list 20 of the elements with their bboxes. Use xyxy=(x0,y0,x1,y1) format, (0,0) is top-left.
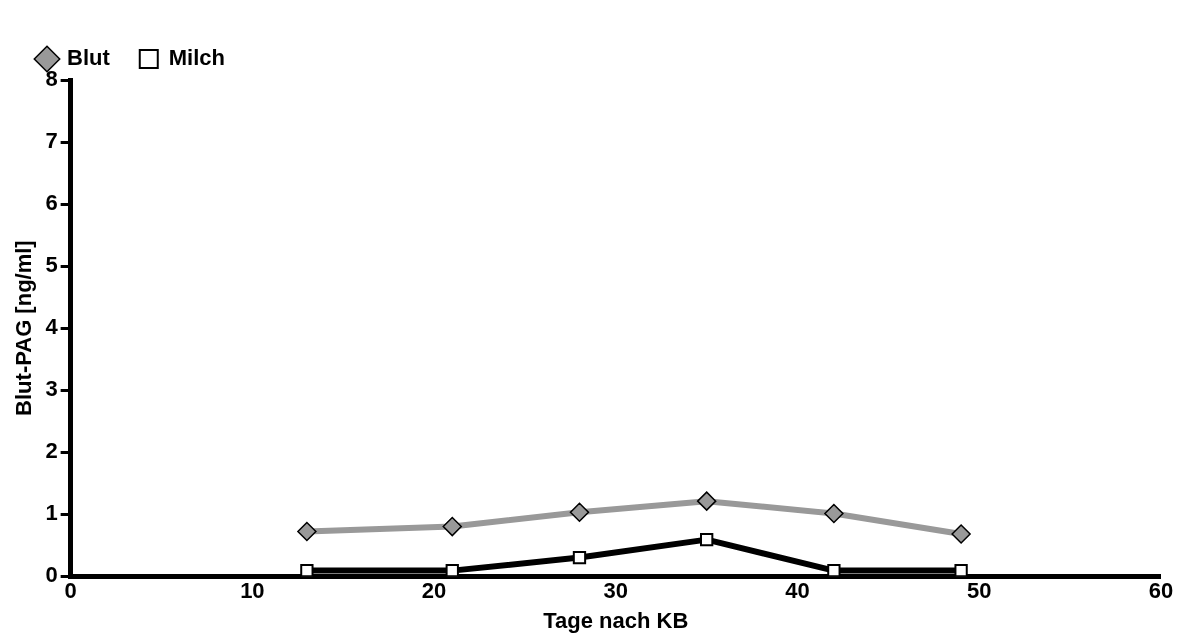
y-axis-title: Blut-PAG [ng/ml] xyxy=(11,240,37,416)
y-tick-label: 0 xyxy=(45,562,58,588)
legend-label: Blut xyxy=(67,45,111,71)
y-tick-label: 6 xyxy=(45,190,58,216)
x-tick-label: 30 xyxy=(603,578,629,604)
y-tick-label: 1 xyxy=(45,500,58,526)
x-tick-label: 40 xyxy=(785,578,810,604)
x-tick-label: 10 xyxy=(240,578,265,604)
y-tick-label: 4 xyxy=(45,314,59,340)
y-tick-label: 3 xyxy=(45,376,58,402)
y-tick-label: 8 xyxy=(45,66,58,92)
y-tick-label: 2 xyxy=(45,438,58,464)
x-axis-title: Tage nach KB xyxy=(543,607,689,633)
x-tick-label: 60 xyxy=(1148,578,1174,604)
legend-label: Milch xyxy=(168,45,225,71)
y-tick-label: 7 xyxy=(45,128,58,154)
x-tick-label: 0 xyxy=(64,578,77,604)
y-tick-label: 5 xyxy=(45,252,58,278)
x-tick-label: 20 xyxy=(421,578,447,604)
x-tick-label: 50 xyxy=(967,578,992,604)
